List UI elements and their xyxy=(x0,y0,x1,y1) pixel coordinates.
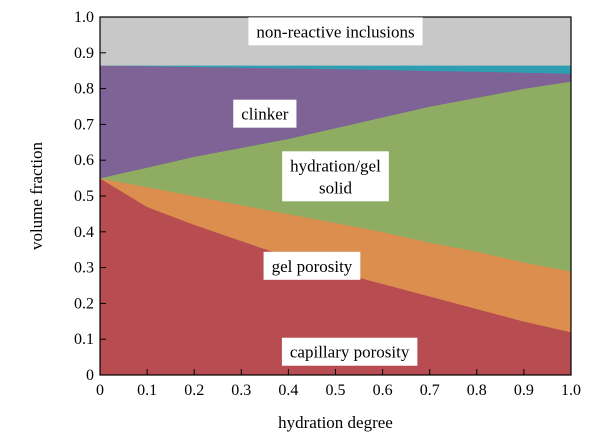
y-tick-label: 0.5 xyxy=(74,188,94,205)
label-hydration-gel-solid: hydration/gel solid xyxy=(282,151,389,202)
y-tick-label: 0.9 xyxy=(74,45,94,62)
y-tick-label: 0.3 xyxy=(74,260,94,277)
y-tick-label: 0.8 xyxy=(74,81,94,98)
label-capillary-porosity: capillary porosity xyxy=(281,337,418,366)
x-tick-label: 0.2 xyxy=(184,382,204,399)
x-tick-label: 0.1 xyxy=(137,382,157,399)
label-box xyxy=(248,17,423,46)
y-tick-label: 0.4 xyxy=(74,224,94,241)
label-clinker: clinker xyxy=(233,99,297,128)
region-label-text: gel porosity xyxy=(272,257,353,276)
label-non-reactive-inclusions: non-reactive inclusions xyxy=(248,17,423,46)
region-label-text: non-reactive inclusions xyxy=(256,22,414,41)
x-tick-label: 0.9 xyxy=(514,382,534,399)
x-tick-label: 0.4 xyxy=(278,382,298,399)
label-box xyxy=(281,337,418,366)
y-tick-label: 0.2 xyxy=(74,295,94,312)
region-label-text: clinker xyxy=(241,105,289,124)
x-axis-title: hydration degree xyxy=(278,413,393,432)
y-tick-label: 0.6 xyxy=(74,152,94,169)
x-tick-label: 0.8 xyxy=(467,382,487,399)
x-tick-label: 0.7 xyxy=(420,382,440,399)
y-tick-label: 1.0 xyxy=(74,9,94,26)
x-tick-label: 0.6 xyxy=(373,382,393,399)
label-gel-porosity: gel porosity xyxy=(263,251,361,280)
x-tick-label: 0 xyxy=(96,382,104,399)
x-tick-label: 0.3 xyxy=(231,382,251,399)
y-tick-label: 0.1 xyxy=(74,331,94,348)
y-tick-label: 0.7 xyxy=(74,116,94,133)
label-box xyxy=(263,251,361,280)
region-label-text: hydration/gel xyxy=(290,156,381,175)
axis-ticks: 0 0.1 0.2 0.3 0.4 0.5 0.6 0.7 0.8 0.9 1.0 0 0.1 0.2 0.… xyxy=(74,9,581,399)
y-axis-title: volume fraction xyxy=(27,141,46,250)
label-box xyxy=(233,99,297,128)
y-tick-label: 0 xyxy=(86,367,94,384)
region-label-text: capillary porosity xyxy=(290,343,410,362)
x-tick-label: 0.5 xyxy=(326,382,346,399)
label-box xyxy=(282,151,389,202)
region-labels: non-reactive inclusions clinker hydration/… xyxy=(233,17,423,366)
x-tick-label: 1.0 xyxy=(561,382,581,399)
region-label-text: solid xyxy=(319,178,353,197)
